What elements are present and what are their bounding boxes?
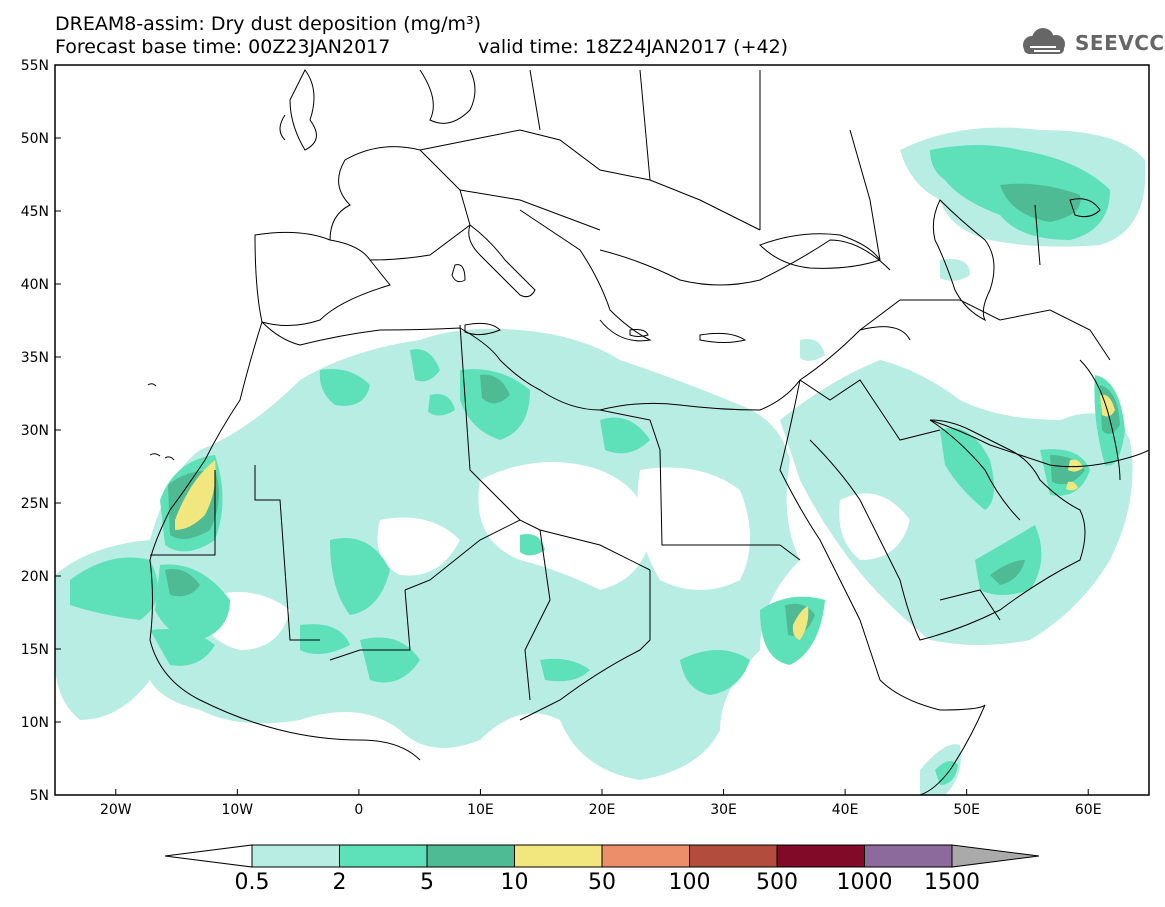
colorbar-swatch <box>689 844 778 868</box>
colorbar-over-arrow <box>951 844 1040 868</box>
valid-time: valid time: 18Z24JAN2017 (+42) <box>478 36 789 58</box>
dust-fields <box>55 127 1146 795</box>
colorbar-label: 1500 <box>924 870 980 895</box>
colorbar-swatch <box>864 844 953 868</box>
colorbar-label: 2 <box>332 870 347 895</box>
colorbar-label: 0.5 <box>234 870 270 895</box>
colorbar-swatch <box>339 844 428 868</box>
forecast-base-time: Forecast base time: 00Z23JAN2017 <box>55 36 391 58</box>
lon-label: 20E <box>589 802 616 818</box>
colorbar-swatch <box>426 844 515 868</box>
lon-label: 50E <box>953 802 980 818</box>
latitude-axis: 55N 50N 45N 40N 35N 30N 25N 20N 15N 10N 5N <box>21 58 61 804</box>
colorbar-label: 50 <box>588 870 616 895</box>
lon-label: 30E <box>710 802 737 818</box>
colorbar-under-arrow <box>164 844 253 868</box>
map-title: DREAM8-assim: Dry dust deposition (mg/m³… <box>55 13 482 35</box>
colorbar-swatch <box>601 844 690 868</box>
lat-label: 40N <box>21 277 49 293</box>
lon-label: 10E <box>467 802 494 818</box>
lat-label: 50N <box>21 131 49 147</box>
lat-label: 10N <box>21 715 49 731</box>
lon-label: 10W <box>221 802 253 818</box>
colorbar-label: 5 <box>420 870 434 895</box>
lat-label: 45N <box>21 204 49 220</box>
logo-text: SEEVCCC <box>1075 31 1165 55</box>
lat-label: 35N <box>21 350 49 366</box>
colorbar-swatch <box>251 844 340 868</box>
lon-label: 60E <box>1075 802 1102 818</box>
lat-label: 30N <box>21 423 49 439</box>
colorbar-swatch <box>514 844 603 868</box>
colorbar-label: 100 <box>668 870 711 895</box>
lat-label: 15N <box>21 642 49 658</box>
colorbar-swatch <box>776 844 865 868</box>
colorbar-label: 10 <box>500 870 529 895</box>
lat-label: 5N <box>30 788 49 804</box>
coastlines <box>147 69 1149 795</box>
cloud-icon <box>1023 28 1065 54</box>
lon-label: 40E <box>832 802 859 818</box>
lat-label: 20N <box>21 569 49 585</box>
longitude-axis: 20W 10W 0 10E 20E 30E 40E 50E 60E <box>100 789 1102 818</box>
lat-label: 25N <box>21 496 49 512</box>
lon-label: 20W <box>100 802 132 818</box>
lat-label: 55N <box>21 58 49 74</box>
colorbar <box>164 844 1040 868</box>
colorbar-label: 500 <box>756 870 798 895</box>
colorbar-label: 1000 <box>836 870 893 895</box>
lon-label: 0 <box>354 802 363 818</box>
